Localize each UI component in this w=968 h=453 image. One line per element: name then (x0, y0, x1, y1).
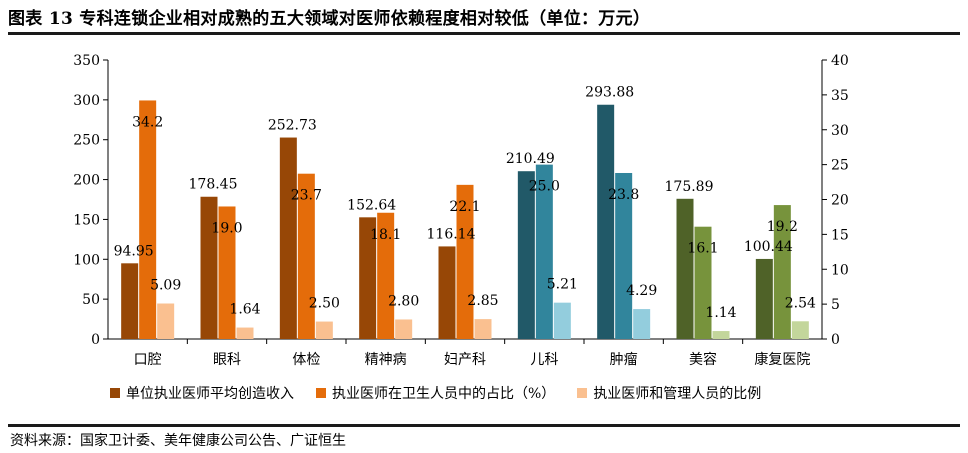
bar-1 (755, 258, 773, 339)
bottom-rule (8, 424, 960, 427)
bar-1 (597, 104, 615, 339)
bar-3 (395, 319, 413, 339)
bar-1 (200, 196, 218, 339)
data-label-manager-ratio: 2.85 (467, 293, 498, 309)
category-label: 肿瘤 (610, 351, 638, 368)
legend-item-income: 单位执业医师平均创造收入 (110, 383, 294, 403)
category-label: 精神病 (365, 352, 407, 368)
data-label-ratio: 25.0 (529, 179, 560, 195)
bar-2 (377, 212, 395, 339)
data-label-income: 175.89 (665, 179, 714, 195)
source-note: 资料来源：国家卫计委、美年健康公司公告、广证恒生 (10, 433, 346, 449)
legend-label-ratio: 执业医师在卫生人员中的占比（%） (332, 386, 556, 402)
data-label-manager-ratio: 2.54 (785, 295, 816, 311)
bar-3 (791, 321, 809, 339)
bar-3 (633, 309, 651, 339)
bar-1 (121, 263, 139, 339)
data-label-manager-ratio: 5.21 (547, 277, 578, 293)
category-label: 妇产科 (444, 351, 486, 368)
right-tick-label: 25 (831, 158, 849, 174)
bar-3 (474, 319, 492, 339)
right-tick-label: 20 (831, 193, 849, 209)
left-tick-label: 300 (73, 93, 100, 109)
bar-3 (553, 302, 571, 339)
data-label-manager-ratio: 2.50 (309, 296, 340, 312)
data-label-manager-ratio: 4.29 (626, 283, 657, 299)
left-tick-label: 150 (73, 212, 100, 228)
data-label-income: 293.88 (585, 85, 634, 101)
right-tick-label: 10 (831, 262, 849, 278)
left-tick-label: 0 (91, 332, 100, 348)
bar-1 (279, 137, 297, 339)
legend-item-ratio: 执业医师在卫生人员中的占比（%） (316, 383, 555, 403)
bar-1 (359, 217, 377, 339)
right-tick-label: 35 (831, 88, 849, 104)
data-label-ratio: 18.1 (370, 227, 401, 243)
legend-label-manager-ratio: 执业医师和管理人员的比例 (593, 386, 762, 402)
right-tick-label: 0 (831, 332, 840, 348)
right-tick-label: 30 (831, 123, 849, 139)
right-tick-label: 40 (831, 53, 849, 69)
data-label-income: 178.45 (189, 177, 238, 193)
left-tick-label: 200 (73, 173, 100, 189)
data-label-income: 100.44 (744, 239, 793, 255)
category-label: 口腔 (134, 352, 162, 368)
bar-1 (676, 198, 694, 339)
legend-swatch-ratio (316, 388, 326, 398)
data-label-ratio: 16.1 (687, 241, 718, 257)
data-label-ratio: 19.0 (211, 220, 242, 236)
data-label-income: 116.14 (427, 226, 476, 242)
category-label: 儿科 (530, 352, 558, 368)
legend-swatch-income (110, 388, 120, 398)
category-label: 康复医院 (754, 351, 810, 368)
top-rule (8, 32, 960, 35)
data-label-manager-ratio: 2.80 (388, 293, 419, 309)
bar-3 (315, 321, 333, 339)
data-label-manager-ratio: 1.14 (705, 305, 736, 321)
bar-1 (517, 171, 535, 339)
bar-2 (615, 172, 633, 339)
data-label-manager-ratio: 1.64 (229, 302, 260, 318)
data-label-income: 152.64 (347, 197, 396, 213)
category-label: 眼科 (213, 352, 241, 368)
bar-2 (218, 206, 236, 339)
data-label-income: 210.49 (506, 151, 555, 167)
bar-2 (694, 226, 712, 339)
data-label-manager-ratio: 5.09 (150, 277, 181, 293)
right-tick-label: 15 (831, 227, 849, 243)
legend-label-income: 单位执业医师平均创造收入 (126, 386, 294, 402)
chart-title: 图表 13 专科连锁企业相对成熟的五大领域对医师依赖程度相对较低（单位：万元） (8, 9, 651, 29)
bar-3 (712, 331, 730, 339)
bar-2 (139, 100, 157, 339)
bar-2 (773, 205, 791, 339)
data-label-income: 252.73 (268, 118, 317, 134)
bar-2 (535, 164, 553, 339)
bar-1 (438, 246, 456, 339)
left-tick-label: 50 (82, 292, 100, 308)
left-tick-label: 100 (73, 252, 100, 268)
left-tick-label: 250 (73, 133, 100, 149)
legend-item-manager-ratio: 执业医师和管理人员的比例 (577, 383, 761, 403)
data-label-ratio: 19.2 (767, 219, 798, 235)
bar-2 (456, 184, 474, 339)
data-label-ratio: 23.7 (291, 188, 322, 204)
legend-swatch-manager-ratio (577, 388, 588, 398)
data-label-ratio: 23.8 (608, 187, 639, 203)
category-label: 美容 (689, 351, 717, 368)
left-tick-label: 350 (73, 53, 100, 69)
data-label-ratio: 34.2 (132, 114, 163, 130)
right-tick-label: 5 (831, 297, 840, 313)
bar-3 (236, 327, 254, 339)
bar-2 (297, 173, 315, 339)
legend: 单位执业医师平均创造收入 执业医师在卫生人员中的占比（%） 执业医师和管理人员的… (110, 383, 783, 403)
data-label-ratio: 22.1 (449, 199, 480, 215)
category-label: 体检 (292, 352, 320, 368)
bar-3 (157, 303, 175, 339)
data-label-income: 94.95 (114, 243, 154, 259)
